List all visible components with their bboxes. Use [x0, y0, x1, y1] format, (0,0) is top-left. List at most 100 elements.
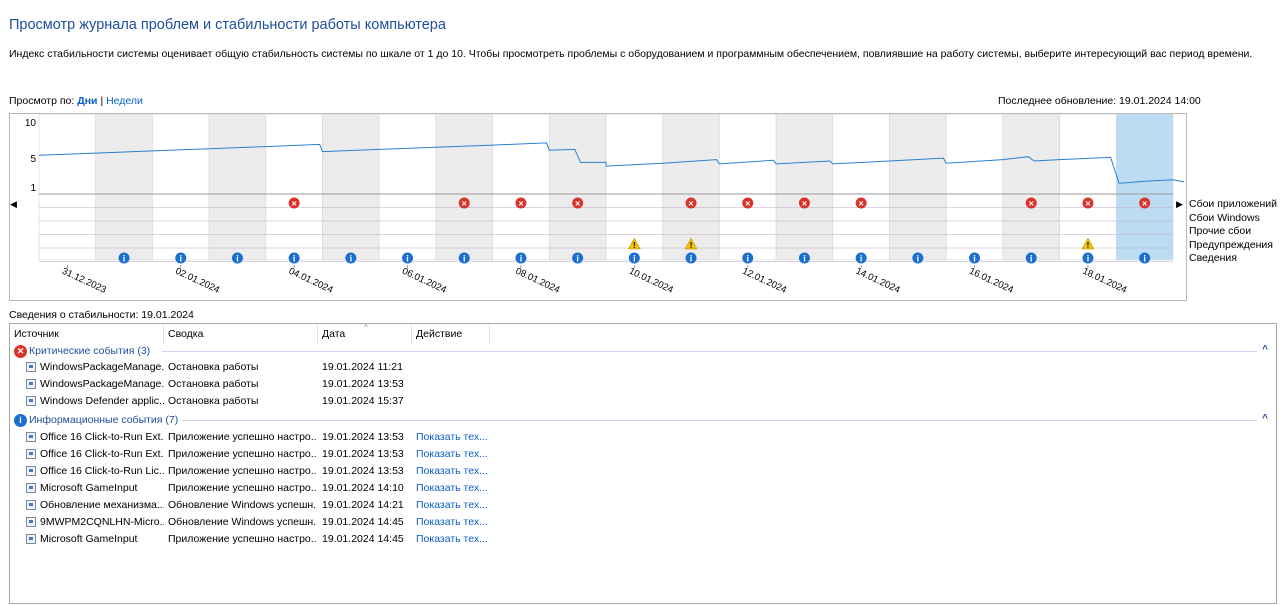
critical-events-group[interactable]: ✕ Критические события (3)	[14, 343, 150, 360]
app-failure-icon-circle	[1082, 197, 1094, 209]
cell-source: Office 16 Click-to-Run Ext...	[40, 431, 164, 443]
cell-action[interactable]: Показать тех...	[416, 465, 488, 477]
info-event-icon: i	[969, 252, 981, 264]
column-header-date[interactable]: Дата ^	[318, 324, 412, 344]
y-tick-label: 5	[30, 154, 36, 165]
info-event-icon: i	[572, 252, 584, 264]
table-row[interactable]: Microsoft GameInput Приложение успешно на…	[10, 480, 1276, 497]
app-failure-icon-circle	[855, 197, 867, 209]
sort-arrow-icon: ^	[364, 323, 368, 332]
chart-column-1	[95, 114, 153, 261]
view-days-link[interactable]: Дни	[77, 95, 98, 107]
app-failure-icon: ×	[855, 197, 867, 209]
scroll-right-arrow-icon[interactable]: ▶	[1176, 199, 1183, 209]
chart-column-3	[208, 114, 267, 261]
table-row[interactable]: Office 16 Click-to-Run Ext... Приложение …	[10, 446, 1276, 463]
info-event-icon-glyph: i	[746, 254, 749, 264]
info-event-icon-circle	[1025, 252, 1037, 264]
info-event-icon-circle	[118, 252, 130, 264]
info-event-icon-circle	[855, 252, 867, 264]
cell-date: 19.01.2024 14:10	[322, 482, 404, 494]
table-row[interactable]: Office 16 Click-to-Run Ext... Приложение …	[10, 429, 1276, 446]
info-event-icon: i	[118, 252, 130, 264]
cell-summary: Приложение успешно настро...	[168, 431, 316, 443]
column-header-action[interactable]: Действие	[412, 324, 490, 344]
warning-triangle	[627, 237, 641, 250]
chart-column-2	[152, 114, 210, 261]
info-event-icon: i	[402, 252, 414, 264]
cell-date: 19.01.2024 13:53	[322, 465, 404, 477]
app-failure-icon-glyph: ×	[1029, 199, 1034, 209]
info-event-icon-circle	[685, 252, 697, 264]
view-weeks-link[interactable]: Недели	[106, 95, 143, 107]
cell-action[interactable]: Показать тех...	[416, 448, 488, 460]
cell-date: 19.01.2024 13:53	[322, 431, 404, 443]
file-icon	[26, 396, 36, 406]
collapse-info-chevron-icon[interactable]: ^	[1262, 413, 1268, 424]
app-failure-icon-circle	[1025, 197, 1037, 209]
info-group-label: Информационные события (7)	[29, 414, 179, 426]
category-label-windows-failures: Сбои Windows	[1189, 212, 1260, 224]
warning-triangle	[684, 237, 698, 250]
column-header-source[interactable]: Источник	[10, 324, 164, 344]
info-event-icon-circle	[572, 252, 584, 264]
info-event-icon: i	[685, 252, 697, 264]
info-event-icon-circle	[1139, 252, 1151, 264]
app-failure-icon-glyph: ×	[859, 199, 864, 209]
table-row[interactable]: WindowsPackageManage... Остановка работы 1…	[10, 359, 1276, 376]
cell-summary: Приложение успешно настро...	[168, 533, 316, 545]
table-row[interactable]: Windows Defender applic... Остановка рабо…	[10, 393, 1276, 410]
info-event-icon: i	[1082, 252, 1094, 264]
cell-summary: Остановка работы	[168, 378, 259, 390]
column-header-date-label: Дата	[322, 328, 346, 340]
file-icon	[26, 379, 36, 389]
info-event-icon: i	[231, 252, 243, 264]
table-row[interactable]: 9MWPM2CQNLHN-Micro... Обновление Windows …	[10, 514, 1276, 531]
info-event-icon-glyph: i	[803, 254, 806, 264]
cell-source: Office 16 Click-to-Run Ext...	[40, 448, 164, 460]
reliability-chart[interactable]: 10 5 1 × × × × × × × × × × ×!!! i i i i i i i i i i i i i i i i i i i 31.…	[9, 113, 1187, 301]
stability-index-line	[38, 142, 1185, 184]
cell-action[interactable]: Показать тех...	[416, 533, 488, 545]
info-events-group[interactable]: i Информационные события (7)	[14, 412, 178, 429]
info-event-icon-circle	[969, 252, 981, 264]
table-row[interactable]: WindowsPackageManage... Остановка работы 1…	[10, 376, 1276, 393]
file-icon	[26, 483, 36, 493]
cell-date: 19.01.2024 13:53	[322, 378, 404, 390]
table-row[interactable]: Обновление механизма... Обновление Window…	[10, 497, 1276, 514]
table-row[interactable]: Microsoft GameInput Приложение успешно на…	[10, 531, 1276, 548]
info-event-icon-glyph: i	[860, 254, 863, 264]
info-event-icon-circle	[1082, 252, 1094, 264]
info-event-icon-glyph: i	[1143, 254, 1146, 264]
table-row[interactable]: Office 16 Click-to-Run Lic... Приложение …	[10, 463, 1276, 480]
cell-action[interactable]: Показать тех...	[416, 499, 488, 511]
x-tick-label: 02.01.2024	[173, 266, 221, 296]
info-event-icon: i	[515, 252, 527, 264]
app-failure-icon-glyph: ×	[292, 199, 297, 209]
cell-summary: Приложение успешно настро...	[168, 448, 316, 460]
info-event-icon: i	[1139, 252, 1151, 264]
app-failure-icon-circle	[685, 197, 697, 209]
info-event-icon-glyph: i	[406, 254, 409, 264]
cell-action[interactable]: Показать тех...	[416, 516, 488, 528]
app-failure-icon-glyph: ×	[1085, 199, 1090, 209]
cell-action[interactable]: Показать тех...	[416, 482, 488, 494]
cell-action[interactable]: Показать тех...	[416, 431, 488, 443]
warning-glyph: !	[690, 241, 693, 250]
info-event-icon-glyph: i	[463, 254, 466, 264]
x-tick-label: 06.01.2024	[400, 266, 448, 296]
info-event-icon-circle	[345, 252, 357, 264]
app-failure-icon-circle	[288, 197, 300, 209]
file-icon	[26, 362, 36, 372]
scroll-left-arrow-icon[interactable]: ◀	[10, 199, 17, 209]
app-failure-icon: ×	[742, 197, 754, 209]
collapse-critical-chevron-icon[interactable]: ^	[1262, 344, 1268, 355]
chart-column-19	[1116, 114, 1174, 261]
info-event-icon-circle	[742, 252, 754, 264]
cell-source: Microsoft GameInput	[40, 533, 138, 545]
cell-summary: Обновление Windows успешн...	[168, 516, 316, 528]
cell-date: 19.01.2024 11:21	[322, 361, 403, 373]
details-title: Сведения о стабильности: 19.01.2024	[9, 309, 194, 321]
cell-source: WindowsPackageManage...	[40, 361, 164, 373]
column-header-summary[interactable]: Сводка	[164, 324, 318, 344]
